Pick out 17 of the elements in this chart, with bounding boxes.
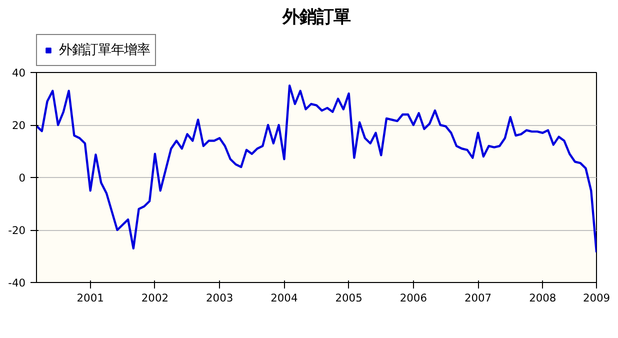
y-tick-label: -20 [8,224,26,237]
x-tick-label: 2001 [76,292,104,304]
x-tick-label: 2004 [270,292,298,304]
line-series [36,84,596,254]
y-tick-label: 40 [12,66,26,80]
x-tick-label: 2008 [529,292,556,304]
y-tick-label: -40 [8,276,26,290]
x-tick-label: 2006 [400,292,428,304]
x-tick-label: 2005 [335,292,362,304]
y-tick-label: 20 [12,119,26,132]
x-tick-label: 2002 [141,292,169,304]
x-tick-label: 2003 [206,292,234,304]
x-tick-label: 2007 [464,292,492,304]
x-tick-label: 2009 [582,292,610,304]
y-tick-label: 0 [18,172,26,184]
legend-label: 外銷訂單年增率 [59,42,150,59]
chart-title: 外銷訂單 [282,8,350,28]
